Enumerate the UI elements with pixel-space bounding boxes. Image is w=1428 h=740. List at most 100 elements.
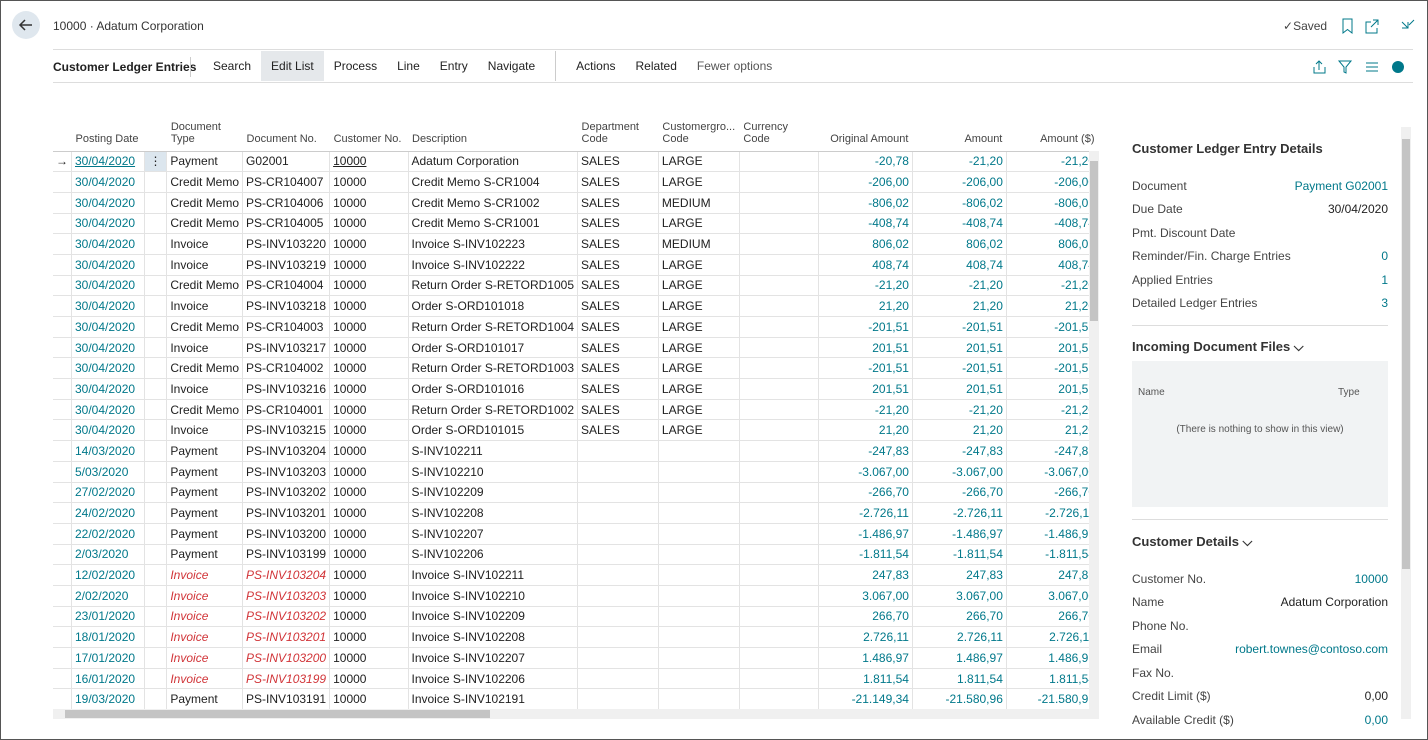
table-cell[interactable]: PS-INV103204 xyxy=(243,565,330,586)
table-cell[interactable]: PS-INV103218 xyxy=(243,296,330,317)
table-row[interactable]: 22/02/2020PaymentPS-INV10320010000S-INV1… xyxy=(53,523,1099,544)
table-row[interactable]: →30/04/2020⋮PaymentG0200110000Adatum Cor… xyxy=(53,151,1099,172)
table-row[interactable]: 23/01/2020InvoicePS-INV10320210000Invoic… xyxy=(53,606,1099,627)
table-cell[interactable]: PS-INV103199 xyxy=(243,544,330,565)
vertical-scrollbar[interactable] xyxy=(1089,151,1099,709)
table-cell[interactable]: 18/01/2020 xyxy=(72,627,145,648)
column-header[interactable]: Original Amount xyxy=(819,97,913,151)
scroll-thumb[interactable] xyxy=(1090,161,1098,321)
table-cell[interactable]: PS-INV103220 xyxy=(243,234,330,255)
action-button[interactable]: Edit List xyxy=(261,51,324,81)
table-cell[interactable]: PS-INV103202 xyxy=(243,606,330,627)
table-cell[interactable]: PS-INV103219 xyxy=(243,254,330,275)
table-cell[interactable]: PS-INV103202 xyxy=(243,482,330,503)
table-row[interactable]: 5/03/2020PaymentPS-INV10320310000S-INV10… xyxy=(53,461,1099,482)
action-button[interactable]: Line xyxy=(387,51,430,81)
table-cell[interactable]: 14/03/2020 xyxy=(72,441,145,462)
table-row[interactable]: 30/04/2020InvoicePS-INV10321810000Order … xyxy=(53,296,1099,317)
table-row[interactable]: 12/02/2020InvoicePS-INV10320410000Invoic… xyxy=(53,565,1099,586)
table-row[interactable]: 30/04/2020InvoicePS-INV10321710000Order … xyxy=(53,337,1099,358)
scroll-thumb[interactable] xyxy=(65,710,490,718)
table-row[interactable]: 24/02/2020PaymentPS-INV10320110000S-INV1… xyxy=(53,503,1099,524)
table-cell[interactable]: PS-CR104001 xyxy=(243,399,330,420)
field-value[interactable]: 1 xyxy=(1381,273,1388,287)
table-cell[interactable]: 30/04/2020 xyxy=(72,254,145,275)
table-cell[interactable]: 2/02/2020 xyxy=(72,585,145,606)
field-value[interactable]: 0,00 xyxy=(1365,713,1388,727)
table-cell[interactable]: PS-CR104003 xyxy=(243,317,330,338)
table-row[interactable]: 2/02/2020InvoicePS-INV10320310000Invoice… xyxy=(53,585,1099,606)
table-cell[interactable]: PS-INV103199 xyxy=(243,668,330,689)
column-header[interactable]: Document Type xyxy=(167,97,243,151)
field-value[interactable]: Payment G02001 xyxy=(1295,179,1388,193)
table-row[interactable]: 14/03/2020PaymentPS-INV10320410000S-INV1… xyxy=(53,441,1099,462)
table-cell[interactable]: 30/04/2020 xyxy=(72,337,145,358)
table-cell[interactable]: 30/04/2020 xyxy=(72,379,145,400)
table-cell[interactable]: PS-INV103216 xyxy=(243,379,330,400)
table-cell[interactable]: 23/01/2020 xyxy=(72,606,145,627)
action-button[interactable]: Search xyxy=(201,51,261,81)
field-value[interactable]: 0,00 xyxy=(1365,689,1388,703)
table-row[interactable]: 30/04/2020Credit MemoPS-CR10400110000Ret… xyxy=(53,399,1099,420)
table-cell[interactable]: PS-INV103191 xyxy=(243,689,330,710)
column-header[interactable]: Document No. xyxy=(243,97,330,151)
table-cell[interactable]: PS-INV103201 xyxy=(243,627,330,648)
toolbar-icons[interactable] xyxy=(1311,58,1411,76)
table-cell[interactable]: PS-INV103200 xyxy=(243,523,330,544)
column-header[interactable]: Customergro... Code xyxy=(658,97,739,151)
table-cell[interactable]: 30/04/2020 xyxy=(72,234,145,255)
table-cell[interactable]: 17/01/2020 xyxy=(72,648,145,669)
table-cell[interactable]: 30/04/2020 xyxy=(72,399,145,420)
table-cell[interactable]: 30/04/2020 xyxy=(72,296,145,317)
table-row[interactable]: 30/04/2020Credit MemoPS-CR10400310000Ret… xyxy=(53,317,1099,338)
table-cell[interactable]: PS-CR104002 xyxy=(243,358,330,379)
table-row[interactable]: 16/01/2020InvoicePS-INV10319910000Invoic… xyxy=(53,668,1099,689)
table-row[interactable]: 30/04/2020InvoicePS-INV10322010000Invoic… xyxy=(53,234,1099,255)
table-cell[interactable]: 30/04/2020 xyxy=(72,172,145,193)
table-cell[interactable]: PS-INV103217 xyxy=(243,337,330,358)
table-row[interactable]: 2/03/2020PaymentPS-INV10319910000S-INV10… xyxy=(53,544,1099,565)
column-header[interactable]: Amount xyxy=(912,97,1006,151)
row-menu[interactable]: ⋮ xyxy=(144,151,167,172)
back-button[interactable] xyxy=(12,11,40,39)
column-header[interactable]: Department Code xyxy=(578,97,659,151)
column-header[interactable]: Posting Date xyxy=(72,97,145,151)
table-cell[interactable]: 16/01/2020 xyxy=(72,668,145,689)
table-cell[interactable]: 30/04/2020 xyxy=(72,192,145,213)
table-cell[interactable]: PS-INV103203 xyxy=(243,461,330,482)
table-row[interactable]: 18/01/2020InvoicePS-INV10320110000Invoic… xyxy=(53,627,1099,648)
header-icons[interactable] xyxy=(1339,17,1419,35)
table-row[interactable]: 30/04/2020Credit MemoPS-CR10400710000Cre… xyxy=(53,172,1099,193)
table-cell[interactable]: 30/04/2020 xyxy=(72,317,145,338)
table-cell[interactable]: 12/02/2020 xyxy=(72,565,145,586)
field-value[interactable]: 3 xyxy=(1381,296,1388,310)
table-cell[interactable]: 24/02/2020 xyxy=(72,503,145,524)
table-cell[interactable]: G02001 xyxy=(243,151,330,172)
column-header[interactable]: Amount ($) xyxy=(1006,97,1098,151)
action-button[interactable]: Actions xyxy=(555,51,625,81)
table-cell[interactable]: 30/04/2020 xyxy=(72,213,145,234)
field-value[interactable]: 30/04/2020 xyxy=(1328,202,1388,216)
action-button[interactable]: Related xyxy=(626,51,687,81)
table-row[interactable]: 30/04/2020InvoicePS-INV10321510000Order … xyxy=(53,420,1099,441)
table-cell[interactable]: 30/04/2020 xyxy=(72,420,145,441)
action-button[interactable]: Entry xyxy=(430,51,478,81)
action-button[interactable]: Fewer options xyxy=(687,51,782,81)
table-row[interactable]: 17/01/2020InvoicePS-INV10320010000Invoic… xyxy=(53,648,1099,669)
field-value[interactable]: robert.townes@contoso.com xyxy=(1235,642,1388,656)
table-row[interactable]: 30/04/2020Credit MemoPS-CR10400610000Cre… xyxy=(53,192,1099,213)
table-cell[interactable]: PS-INV103201 xyxy=(243,503,330,524)
table-row[interactable]: 30/04/2020Credit MemoPS-CR10400210000Ret… xyxy=(53,358,1099,379)
table-cell[interactable]: PS-INV103204 xyxy=(243,441,330,462)
table-cell[interactable]: PS-CR104006 xyxy=(243,192,330,213)
column-header[interactable]: Currency Code xyxy=(739,97,818,151)
table-cell[interactable]: PS-INV103200 xyxy=(243,648,330,669)
action-button[interactable]: Navigate xyxy=(478,51,545,81)
table-cell[interactable]: 30/04/2020 xyxy=(72,275,145,296)
action-button[interactable]: Process xyxy=(324,51,387,81)
column-header[interactable]: Customer No. xyxy=(330,97,408,151)
column-header[interactable]: Description xyxy=(408,97,578,151)
table-cell[interactable]: PS-INV103203 xyxy=(243,585,330,606)
factbox-scrollbar[interactable] xyxy=(1401,127,1411,719)
table-cell[interactable]: 22/02/2020 xyxy=(72,523,145,544)
